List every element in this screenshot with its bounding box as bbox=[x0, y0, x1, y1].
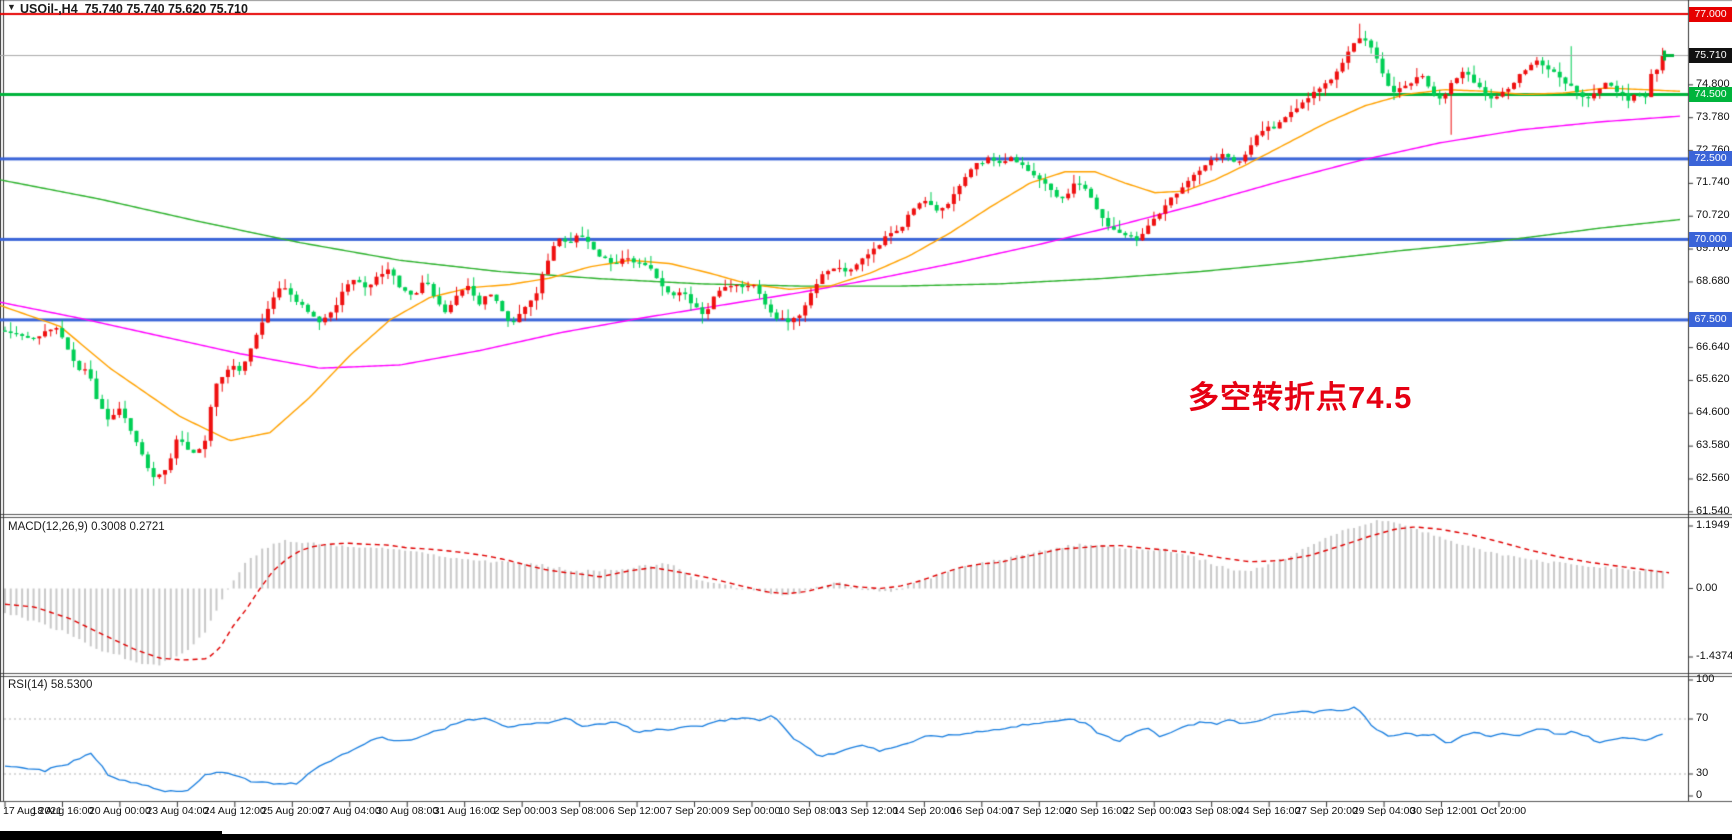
time-axis-label: 30 Sep 12:00 bbox=[1410, 805, 1473, 817]
time-axis-label: 23 Sep 08:00 bbox=[1180, 805, 1243, 817]
price-level-badge[interactable]: 70.000 bbox=[1689, 231, 1732, 247]
time-axis-label: 10 Sep 08:00 bbox=[778, 805, 841, 817]
price-tick-label: 71.740 bbox=[1696, 176, 1730, 189]
time-axis-label: 29 Sep 04:00 bbox=[1352, 805, 1416, 817]
price-level-badge[interactable]: 67.500 bbox=[1689, 312, 1732, 328]
price-tick-label: 66.640 bbox=[1696, 340, 1730, 353]
rsi-axis-label: 30 bbox=[1696, 767, 1709, 779]
time-axis-label: 18 Aug 16:00 bbox=[31, 805, 94, 817]
time-axis-label: 20 Sep 16:00 bbox=[1065, 805, 1128, 817]
price-level-badge[interactable]: 75.710 bbox=[1689, 48, 1732, 64]
time-axis-label: 25 Aug 20:00 bbox=[261, 805, 324, 817]
time-axis-label: 24 Aug 12:00 bbox=[203, 805, 266, 817]
price-tick-label: 70.720 bbox=[1696, 209, 1730, 222]
time-axis-label: 14 Sep 20:00 bbox=[893, 805, 956, 817]
time-axis-label: 6 Sep 12:00 bbox=[608, 805, 666, 817]
chart-ohlc-values: 75.740 75.740 75.620 75.710 bbox=[84, 2, 248, 16]
time-axis-label: 7 Sep 20:00 bbox=[666, 805, 723, 817]
symbol-dropdown-icon[interactable]: ▼ bbox=[7, 2, 16, 12]
time-axis-label: 31 Aug 16:00 bbox=[433, 805, 496, 817]
price-tick-label: 63.580 bbox=[1696, 439, 1730, 452]
time-axis-label: 27 Sep 20:00 bbox=[1295, 805, 1358, 817]
time-axis-label: 23 Aug 04:00 bbox=[146, 805, 209, 817]
time-axis-label: 22 Sep 00:00 bbox=[1122, 805, 1186, 817]
price-tick-label: 62.560 bbox=[1696, 471, 1730, 484]
rsi-axis-label: 70 bbox=[1696, 712, 1709, 724]
macd-axis-label: 0.00 bbox=[1696, 582, 1718, 594]
price-level-badge[interactable]: 74.500 bbox=[1689, 87, 1732, 102]
price-tick-label: 61.540 bbox=[1696, 504, 1730, 517]
time-axis-label: 17 Sep 12:00 bbox=[1008, 805, 1071, 817]
time-axis-label: 30 Aug 08:00 bbox=[376, 805, 439, 817]
time-axis-label: 2 Sep 00:00 bbox=[493, 805, 551, 817]
macd-indicator-label: MACD(12,26,9) 0.3008 0.2721 bbox=[8, 521, 165, 533]
rsi-axis-label: 100 bbox=[1696, 673, 1715, 685]
time-axis-label: 9 Sep 00:00 bbox=[723, 805, 781, 817]
price-tick-label: 74.800 bbox=[1696, 77, 1730, 90]
time-axis-label: 3 Sep 08:00 bbox=[551, 805, 608, 817]
price-level-badge[interactable]: 77.000 bbox=[1689, 6, 1732, 22]
price-tick-label: 68.680 bbox=[1696, 274, 1730, 287]
price-tick-label: 73.780 bbox=[1696, 110, 1730, 123]
price-tick-label: 64.600 bbox=[1696, 406, 1730, 419]
chart-symbol-period: USOil-,H4 bbox=[20, 2, 78, 16]
time-axis-label: 1 Oct 20:00 bbox=[1471, 805, 1527, 817]
price-level-badge[interactable]: 72.500 bbox=[1689, 151, 1732, 167]
time-axis-label: 17 Aug 2021 bbox=[3, 805, 62, 817]
macd-axis-label: 1.1949 bbox=[1696, 519, 1730, 531]
price-tick-label: 65.620 bbox=[1696, 373, 1730, 386]
rsi-indicator-label: RSI(14) 58.5300 bbox=[8, 679, 93, 691]
rsi-axis-label: 0 bbox=[1696, 789, 1703, 801]
time-axis-label: 20 Aug 00:00 bbox=[88, 805, 151, 817]
time-axis-label: 24 Sep 16:00 bbox=[1237, 805, 1301, 817]
chart-title: USOil-,H4 75.740 75.740 75.620 75.710 bbox=[20, 2, 248, 16]
time-axis-label: 27 Aug 04:00 bbox=[318, 805, 381, 817]
time-axis-label: 13 Sep 12:00 bbox=[835, 805, 899, 817]
time-axis-label: 16 Sep 04:00 bbox=[950, 805, 1014, 817]
macd-axis-label: -1.4374 bbox=[1696, 650, 1732, 662]
chart-annotation-text: 多空转折点74.5 bbox=[1188, 380, 1413, 415]
window-bottom-edge bbox=[0, 834, 1732, 840]
